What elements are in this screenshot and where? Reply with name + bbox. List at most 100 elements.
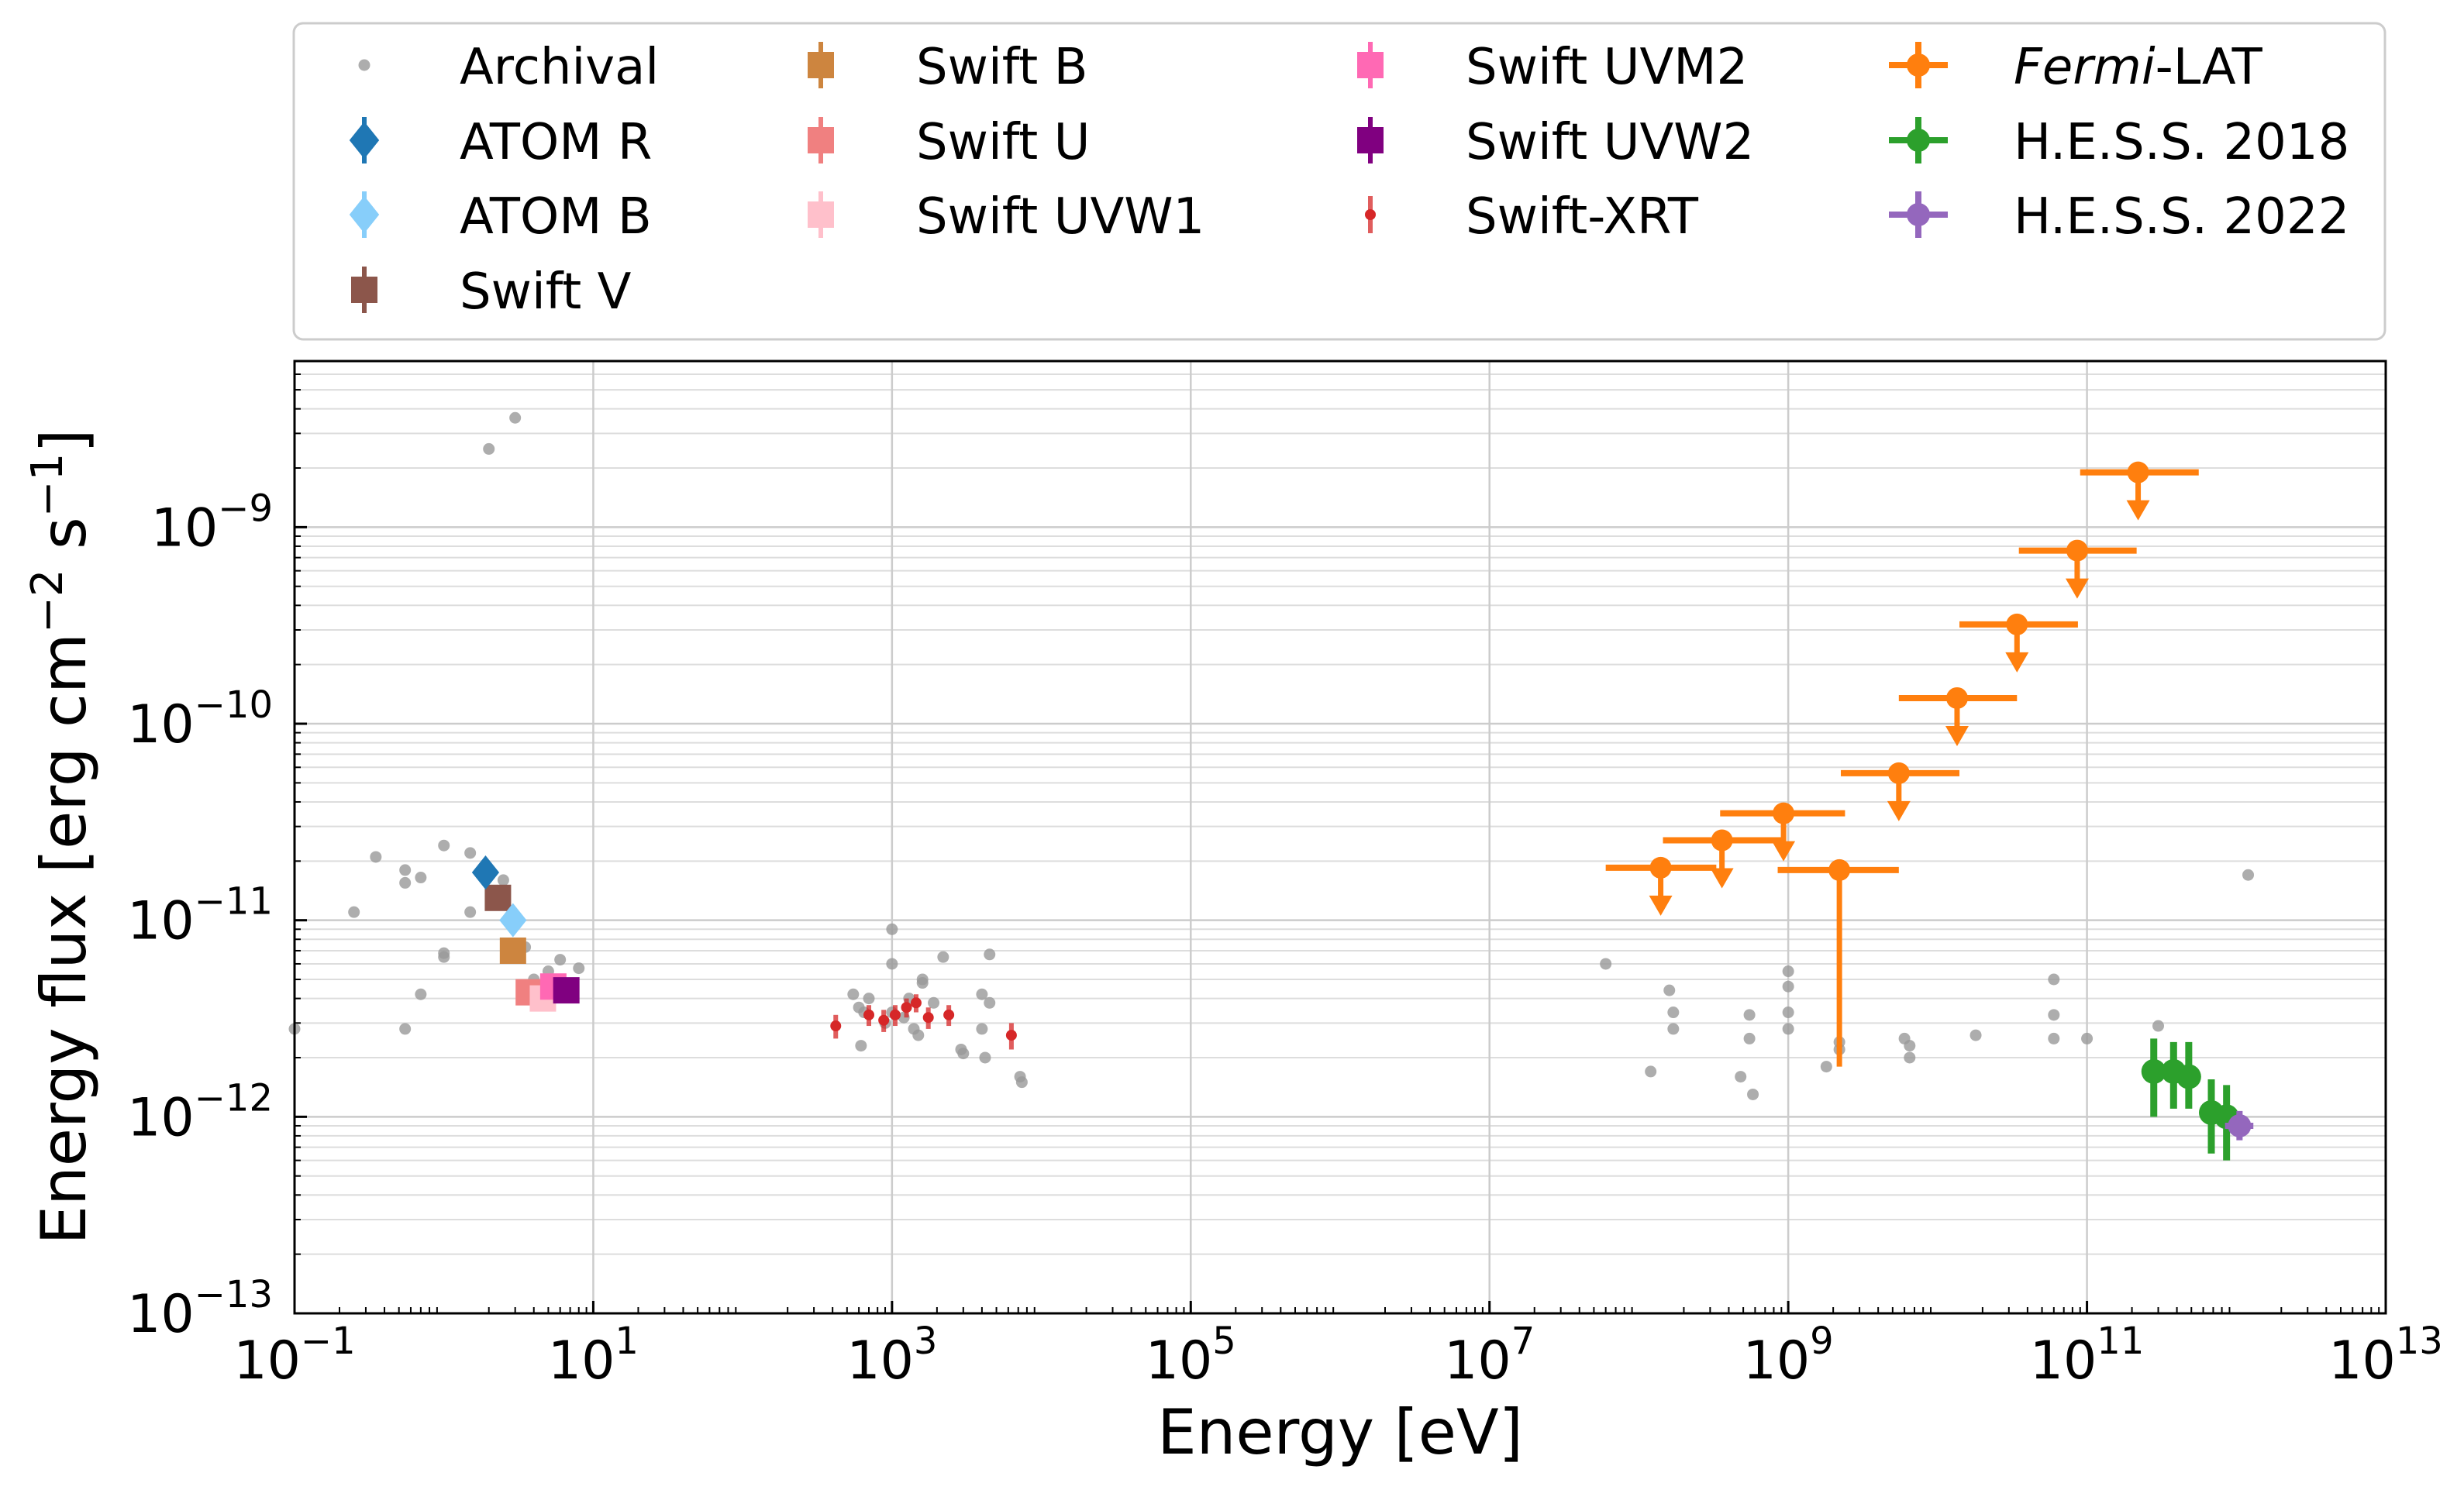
atom-r-point	[471, 855, 500, 890]
fermi-ul-point	[1945, 687, 1968, 709]
archival-point	[1667, 1007, 1680, 1019]
archival-point	[1904, 1040, 1916, 1052]
legend-marker	[349, 196, 380, 233]
archival-point	[399, 1023, 412, 1035]
archival-point	[573, 962, 585, 975]
archival-point	[976, 988, 988, 1000]
legend-label: Fermi-LAT	[2014, 39, 2263, 96]
archival-point	[399, 864, 412, 876]
x-tick-label: 1011	[2030, 1320, 2145, 1392]
fermi-ul-arrow-head	[1710, 868, 1734, 889]
legend-entry-atom-b: ATOM B	[349, 188, 652, 246]
swift-xrt-point	[1005, 1030, 1017, 1041]
archival-point	[2048, 1032, 2060, 1044]
archival-point	[2048, 1009, 2060, 1021]
legend-marker	[1357, 52, 1384, 78]
archival-point	[2081, 1032, 2094, 1044]
swift-xrt-point	[830, 1020, 842, 1032]
hess2022-point	[2228, 1113, 2252, 1137]
x-tick-label: 109	[1743, 1320, 1834, 1392]
legend-marker	[808, 52, 834, 78]
archival-point	[1015, 1076, 1028, 1089]
legend-marker	[808, 127, 834, 153]
archival-point	[464, 906, 477, 918]
fermi-ul-arrow-head	[1945, 725, 1969, 746]
legend-marker	[1907, 203, 1930, 226]
legend-label: Swift UVW1	[916, 188, 1204, 246]
archival-point	[1969, 1029, 1982, 1041]
swift-b-point	[499, 937, 526, 964]
archival-point	[1904, 1051, 1916, 1064]
archival-point	[1747, 1088, 1759, 1100]
archival-point	[928, 996, 940, 1009]
fermi-ul-point	[2066, 539, 2088, 562]
archival-point	[1782, 1023, 1794, 1035]
archival-point	[1645, 1065, 1657, 1078]
y-tick-label: 10−9	[151, 487, 273, 559]
fermi-ul-arrow-head	[2065, 578, 2089, 599]
archival-point	[957, 1048, 970, 1060]
archival-point	[984, 996, 996, 1009]
legend-entry-atom-r: ATOM R	[349, 114, 652, 171]
fermi-ul-point	[1773, 802, 1795, 824]
legend-marker	[351, 277, 377, 303]
archival-point	[370, 851, 382, 863]
x-tick-label: 1013	[2328, 1320, 2443, 1392]
y-axis-ticks: 10−13 10−12 10−11 10−10 10−9	[127, 373, 307, 1345]
swift-xrt-point	[863, 1009, 875, 1020]
archival-point	[863, 993, 875, 1005]
swift-xrt-point	[910, 997, 922, 1009]
archival-point	[976, 1023, 988, 1035]
fermi-ul-point	[2127, 461, 2149, 483]
hess2018-point	[2176, 1064, 2201, 1089]
legend-label: Swift-XRT	[1466, 188, 1699, 246]
archival-point	[886, 923, 898, 935]
legend-marker	[349, 122, 380, 159]
archival-point	[415, 872, 427, 884]
x-tick-label: 10−1	[233, 1320, 355, 1392]
archival-point	[855, 1040, 867, 1052]
archival-point	[483, 442, 495, 455]
legend-label: Swift U	[916, 114, 1090, 171]
archival-point	[912, 1029, 925, 1041]
archival-point	[464, 847, 477, 859]
archival-point	[1667, 1023, 1680, 1035]
legend-entry-swift-uvw1: Swift UVW1	[808, 188, 1204, 246]
swift-xrt-point	[889, 1009, 901, 1020]
swift-xrt-point	[878, 1014, 890, 1026]
plot-frame	[293, 360, 2387, 1315]
archival-point	[554, 954, 567, 966]
y-tick-label: 10−11	[127, 880, 273, 952]
legend-box	[292, 22, 2386, 341]
archival-point	[497, 874, 509, 886]
archival-point	[979, 1051, 991, 1064]
archival-point	[1743, 1032, 1756, 1044]
archival-point	[1663, 984, 1676, 996]
legend-entry-hess2018: H.E.S.S. 2018	[1889, 114, 2349, 171]
archival-point	[438, 947, 450, 959]
legend-entry-hess2022: H.E.S.S. 2022	[1889, 188, 2349, 246]
legend-entry-swift-uvw2: Swift UVW2	[1357, 114, 1754, 171]
archival-point	[1600, 958, 1612, 970]
y-tick-label: 10−13	[127, 1273, 273, 1345]
archival-point	[1820, 1061, 1832, 1073]
legend-marker	[1907, 53, 1930, 77]
fermi-ul-arrow-head	[2005, 652, 2029, 673]
x-tick-label: 103	[846, 1320, 937, 1392]
legend-label: H.E.S.S. 2018	[2014, 114, 2349, 171]
legend-label: ATOM R	[460, 114, 652, 171]
swift-uvw2-point	[553, 977, 580, 1004]
y-tick-label: 10−10	[127, 683, 273, 755]
legend-entry-swift-b: Swift B	[808, 39, 1088, 96]
legend-entry-archival: Archival	[358, 39, 659, 96]
archival-point	[916, 973, 929, 986]
archival-point	[847, 988, 860, 1000]
fermi-point	[1828, 859, 1851, 881]
atom-b-point	[499, 903, 527, 938]
legend-marker	[1365, 209, 1376, 220]
fermi-ul-point	[1711, 829, 1733, 852]
legend-marker	[358, 59, 370, 71]
legend-label: ATOM B	[460, 188, 652, 246]
grid-lines	[295, 361, 2386, 1315]
